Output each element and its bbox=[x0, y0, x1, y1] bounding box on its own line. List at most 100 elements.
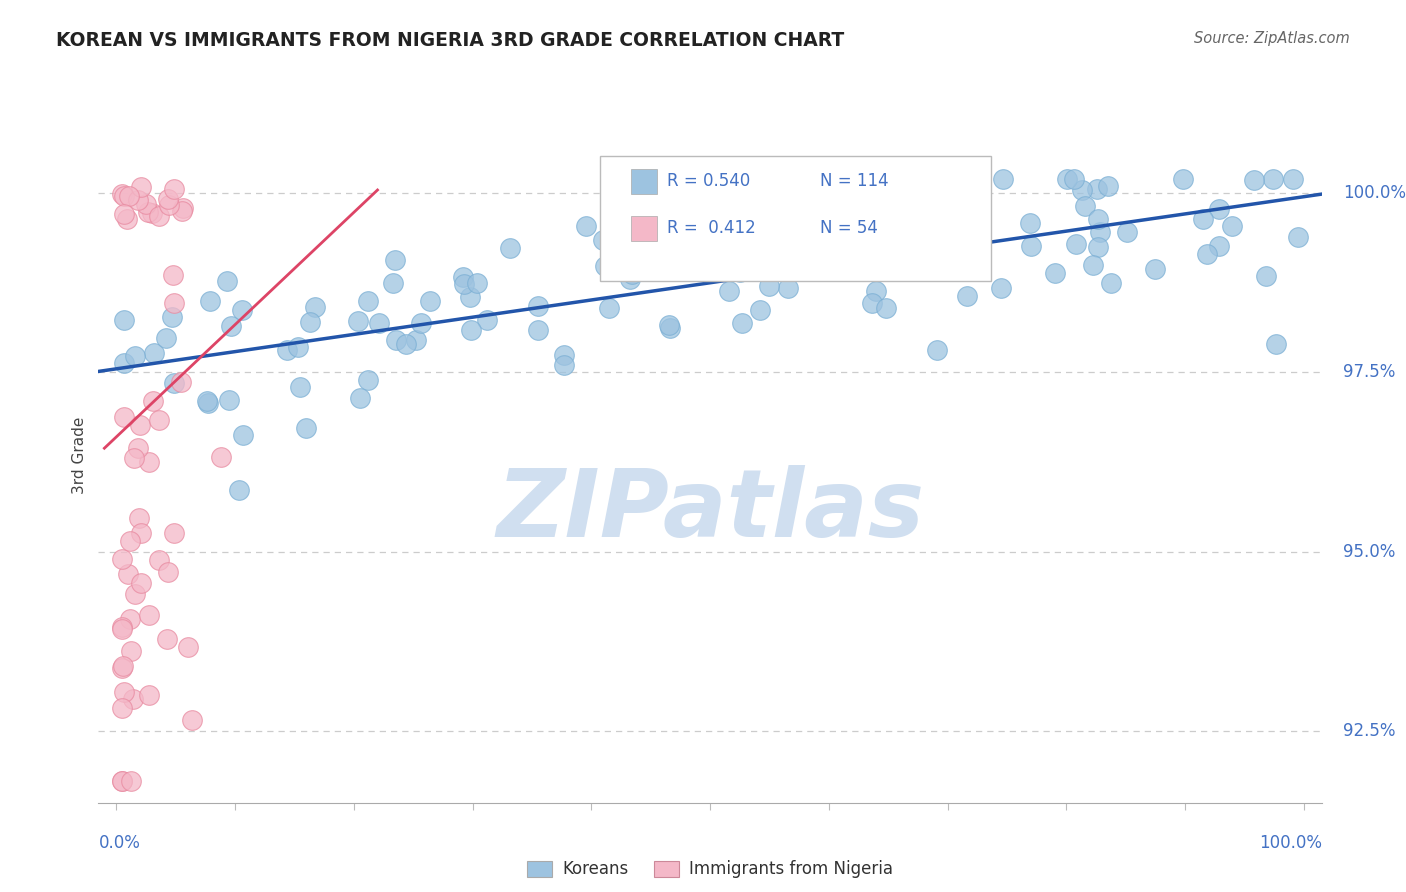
Point bbox=[925, 343, 948, 358]
Point bbox=[860, 295, 883, 310]
FancyBboxPatch shape bbox=[630, 216, 658, 241]
Point bbox=[111, 774, 134, 789]
Point bbox=[960, 246, 983, 260]
Point bbox=[142, 345, 165, 359]
Point bbox=[228, 483, 250, 498]
Point bbox=[730, 316, 752, 330]
Point bbox=[990, 281, 1012, 295]
Point bbox=[1019, 239, 1042, 253]
Point bbox=[956, 288, 979, 302]
Point bbox=[1116, 225, 1139, 239]
Point bbox=[1056, 171, 1078, 186]
Point bbox=[163, 295, 186, 310]
Point bbox=[156, 192, 179, 206]
Point bbox=[138, 689, 160, 703]
Point bbox=[170, 375, 193, 389]
Point bbox=[128, 511, 150, 525]
Point bbox=[460, 323, 482, 337]
Point bbox=[131, 180, 153, 194]
Text: 95.0%: 95.0% bbox=[1343, 542, 1395, 561]
Point bbox=[124, 451, 146, 466]
Point bbox=[112, 684, 135, 698]
Point bbox=[136, 205, 159, 219]
Point bbox=[707, 251, 730, 265]
Point bbox=[138, 607, 160, 622]
Point bbox=[124, 350, 146, 364]
Point bbox=[671, 226, 693, 240]
Point bbox=[232, 428, 254, 442]
Text: 100.0%: 100.0% bbox=[1343, 184, 1406, 202]
Point bbox=[870, 233, 893, 247]
Point bbox=[1087, 211, 1109, 226]
Point bbox=[458, 290, 481, 304]
Point bbox=[1261, 171, 1284, 186]
Point bbox=[163, 182, 186, 196]
Point bbox=[763, 244, 786, 258]
Point bbox=[135, 197, 157, 211]
Point bbox=[141, 206, 163, 220]
Point bbox=[218, 393, 240, 408]
Point bbox=[299, 314, 322, 328]
Point bbox=[111, 661, 134, 675]
Point bbox=[718, 284, 741, 298]
Point bbox=[357, 294, 380, 309]
Point bbox=[111, 552, 134, 566]
Point bbox=[598, 301, 620, 315]
Point bbox=[692, 238, 714, 252]
Point bbox=[1208, 202, 1230, 216]
Point bbox=[160, 310, 183, 325]
Text: 92.5%: 92.5% bbox=[1343, 722, 1395, 740]
Point bbox=[120, 644, 142, 658]
Point bbox=[177, 640, 200, 655]
Point bbox=[127, 193, 149, 207]
Point bbox=[419, 293, 441, 308]
Point bbox=[1173, 171, 1195, 186]
Point bbox=[929, 171, 952, 186]
Text: N = 54: N = 54 bbox=[820, 219, 877, 237]
Point bbox=[593, 260, 616, 274]
Point bbox=[148, 412, 170, 426]
Point bbox=[112, 189, 135, 203]
Text: N = 114: N = 114 bbox=[820, 172, 889, 191]
Point bbox=[1256, 268, 1278, 283]
Point bbox=[619, 271, 641, 285]
Point bbox=[758, 279, 780, 293]
Point bbox=[658, 318, 681, 333]
Point bbox=[112, 356, 135, 370]
Point bbox=[868, 257, 890, 271]
Point bbox=[155, 331, 177, 345]
Point bbox=[368, 317, 391, 331]
Point bbox=[1264, 337, 1286, 351]
Point bbox=[117, 566, 139, 581]
Point bbox=[526, 299, 548, 313]
Point bbox=[728, 194, 751, 209]
Point bbox=[163, 526, 186, 541]
Point bbox=[111, 620, 134, 634]
FancyBboxPatch shape bbox=[630, 169, 658, 194]
Point bbox=[127, 441, 149, 455]
Point bbox=[163, 376, 186, 390]
Point bbox=[276, 343, 298, 358]
Point bbox=[304, 300, 326, 314]
Point bbox=[209, 450, 232, 464]
Point bbox=[295, 420, 318, 434]
Point bbox=[231, 303, 253, 318]
Point bbox=[1144, 261, 1167, 276]
Point bbox=[195, 394, 218, 409]
Text: KOREAN VS IMMIGRANTS FROM NIGERIA 3RD GRADE CORRELATION CHART: KOREAN VS IMMIGRANTS FROM NIGERIA 3RD GR… bbox=[56, 31, 845, 50]
Point bbox=[959, 196, 981, 211]
Point bbox=[575, 219, 598, 234]
Point bbox=[138, 455, 160, 469]
Point bbox=[1088, 225, 1111, 239]
Point bbox=[124, 587, 146, 601]
Point bbox=[761, 220, 783, 235]
Point bbox=[1243, 173, 1265, 187]
Point bbox=[405, 333, 427, 347]
Point bbox=[620, 267, 643, 281]
Point bbox=[111, 701, 134, 715]
Point bbox=[118, 612, 141, 626]
Point bbox=[197, 396, 219, 410]
Point bbox=[172, 201, 194, 215]
Point bbox=[1195, 247, 1218, 261]
Text: 97.5%: 97.5% bbox=[1343, 363, 1395, 382]
